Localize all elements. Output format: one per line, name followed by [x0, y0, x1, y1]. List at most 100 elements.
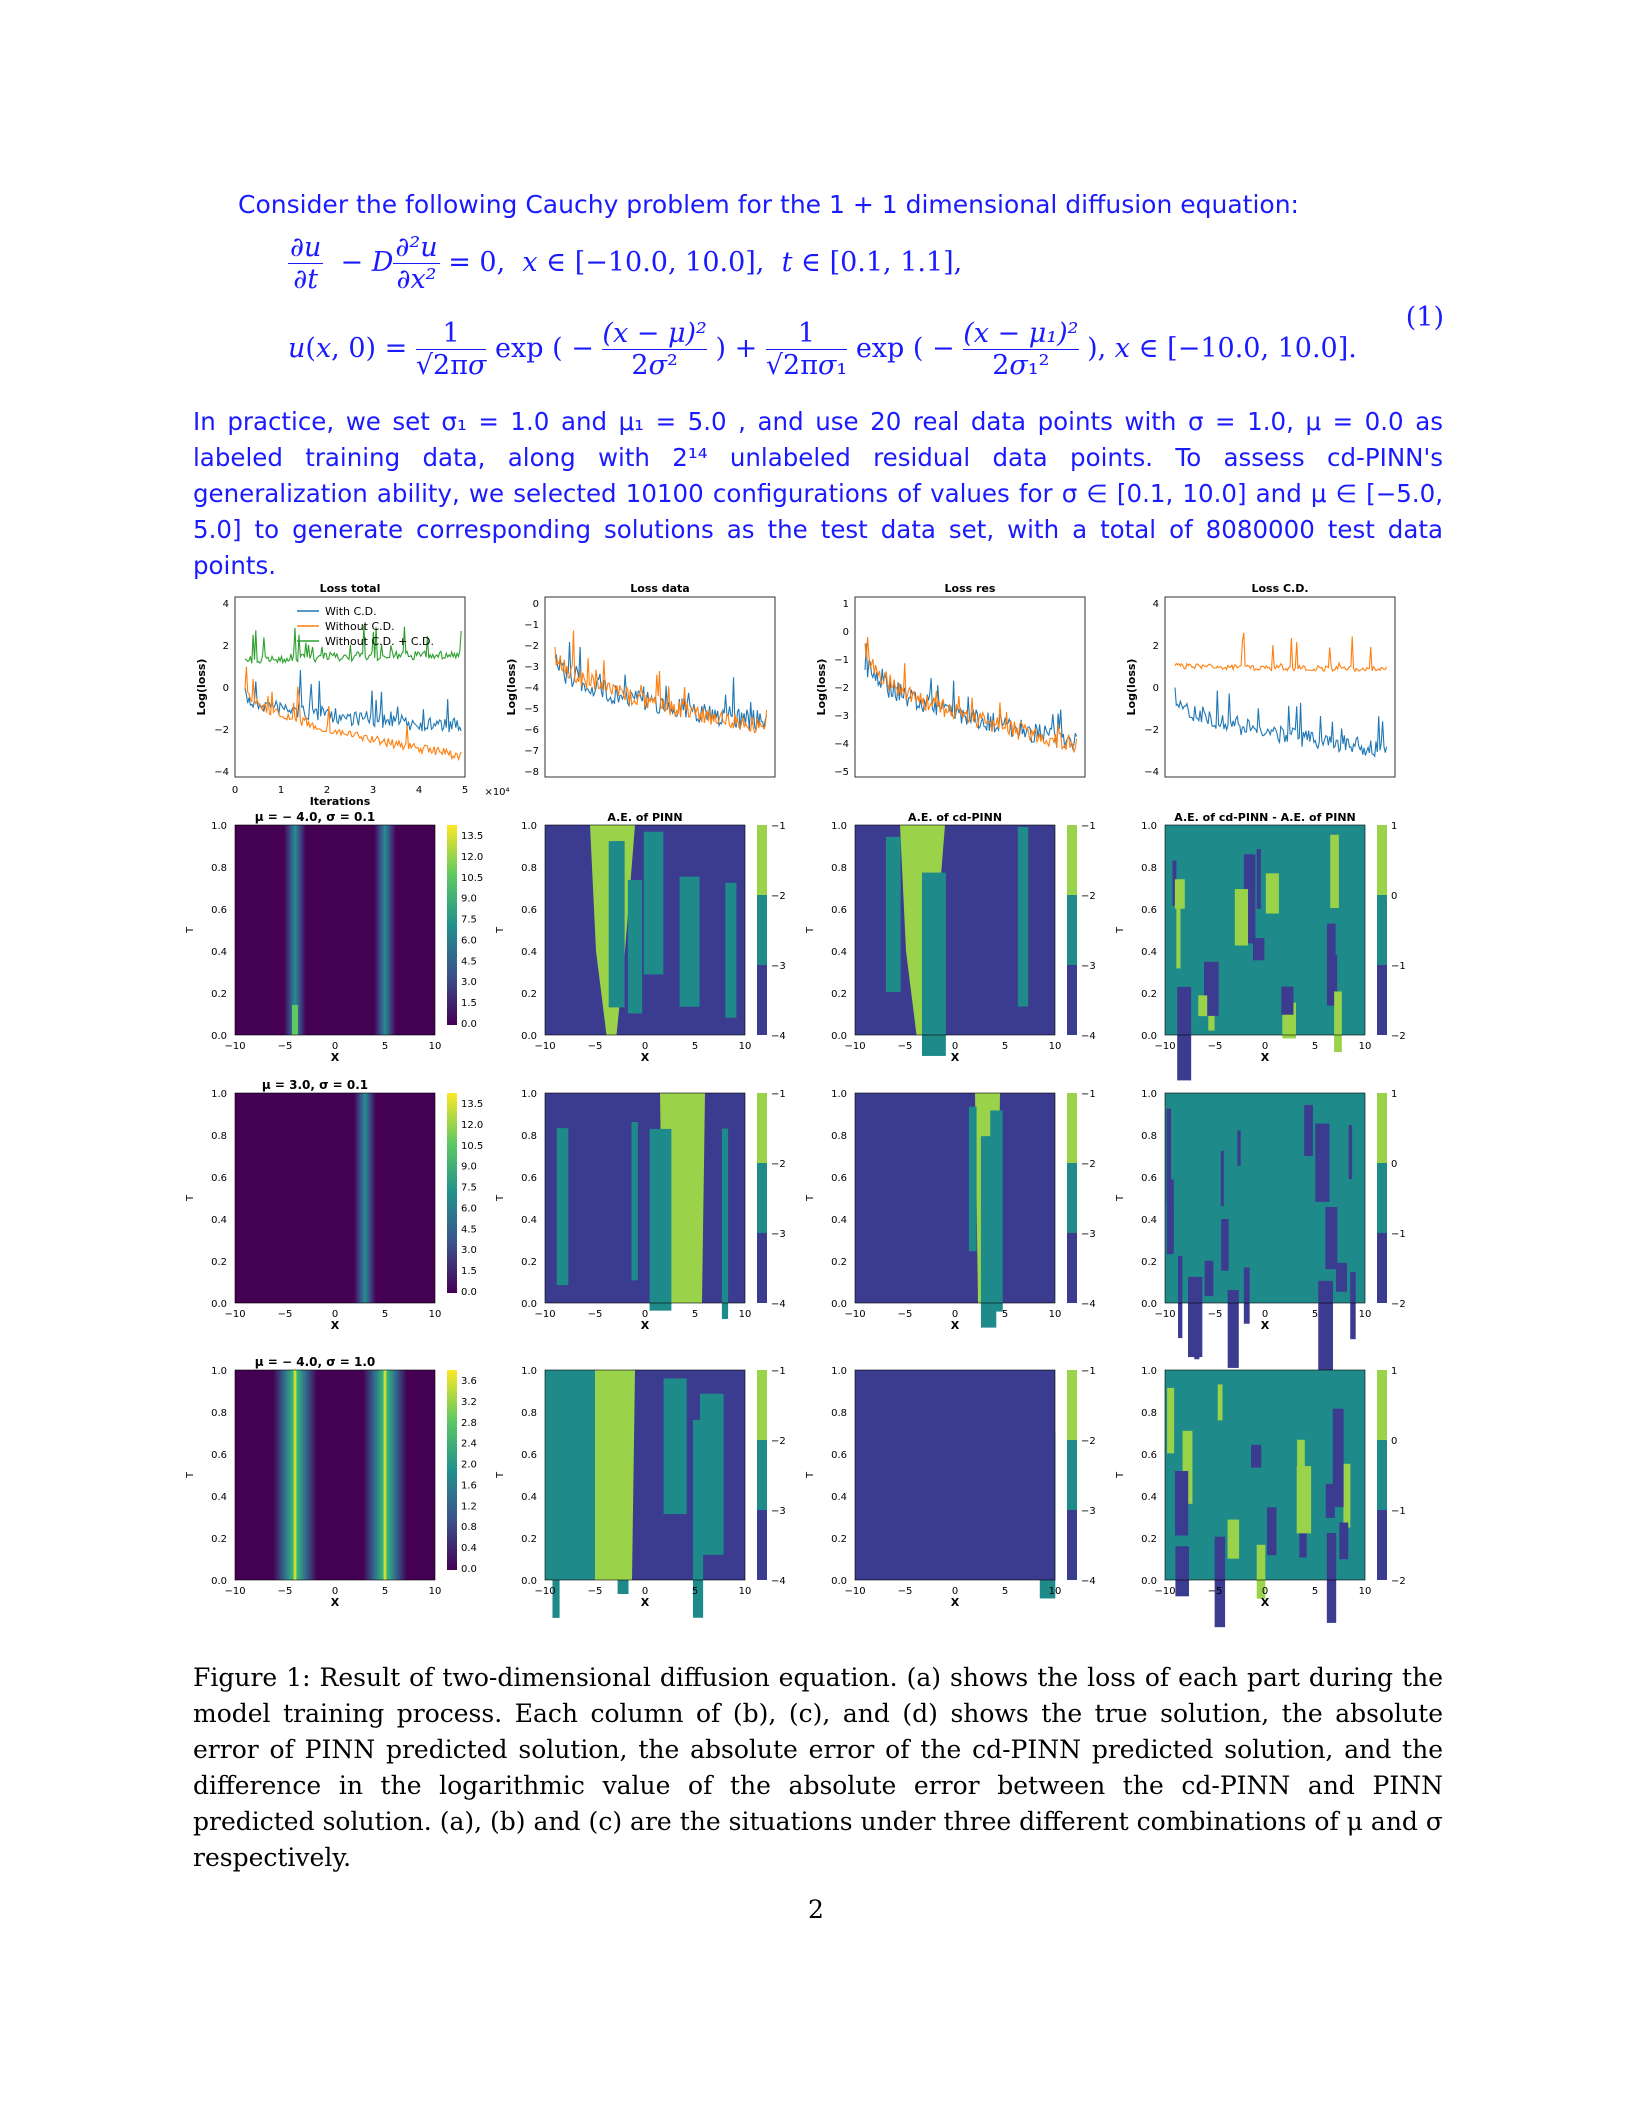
- xtick: 0: [642, 1586, 648, 1597]
- xtick: −10: [534, 1586, 555, 1597]
- loss-xscale: ×10⁴: [484, 787, 509, 798]
- colorbar-segment: [757, 825, 767, 895]
- heatmap-panel-2: A.E. of cd-PINN 1.0 0.8 0.6 0.4 0.2 0.0 T −10 −5 0…: [805, 811, 1096, 1064]
- diff-patch: [1333, 954, 1338, 1002]
- colorbar-tick: 1.5: [461, 998, 477, 1009]
- error-high-region: [595, 1370, 630, 1580]
- diff-patch: [1198, 995, 1208, 1017]
- axis-t-label: T: [185, 1471, 196, 1479]
- xtick: 0: [1262, 1586, 1268, 1597]
- panel-frame: [1164, 824, 1366, 1036]
- colorbar-tick: 0: [1391, 1159, 1397, 1170]
- colorbar-tick: 9.0: [461, 894, 477, 905]
- colorbar-tick: −1: [1081, 1089, 1096, 1100]
- colorbar-tick: 2.0: [461, 1460, 477, 1471]
- row-title: μ = 3.0, σ = 0.1: [262, 1078, 368, 1092]
- xtick: −5: [588, 1041, 603, 1052]
- ytick: 0.4: [211, 1215, 227, 1226]
- diff-patch: [1265, 873, 1279, 914]
- colorbar-tick: −2: [1391, 1299, 1406, 1310]
- ytick: 0.6: [831, 1173, 847, 1184]
- loss-ytick: −3: [834, 711, 849, 722]
- xtick: −10: [844, 1586, 865, 1597]
- ytick: 0.2: [1141, 989, 1157, 1000]
- page-number: 2: [808, 1895, 824, 1924]
- xtick: 0: [332, 1041, 338, 1052]
- colorbar-tick: 2.4: [461, 1439, 477, 1450]
- ytick: 0.6: [211, 905, 227, 916]
- colorbar-tick: −2: [771, 891, 786, 902]
- error-mid-region: [692, 1419, 704, 1618]
- colorbar-segment: [757, 1233, 767, 1303]
- diff-patch: [1281, 986, 1294, 1015]
- ytick: 0.4: [831, 1492, 847, 1503]
- loss-xtick: 4: [416, 785, 422, 796]
- ytick: 0.8: [521, 1408, 537, 1419]
- equation-line-1: ∂u ∂t − D ∂²u ∂x² = 0, x ∈ [−10.0, 10.0]…: [288, 232, 963, 295]
- xtick: −5: [1208, 1586, 1223, 1597]
- diff-patch: [1172, 860, 1177, 906]
- diff-patch: [1350, 1272, 1356, 1340]
- xtick: 5: [1312, 1041, 1318, 1052]
- colorbar-segment: [757, 895, 767, 965]
- colorbar-segment: [1067, 1370, 1077, 1440]
- ytick: 0.6: [1141, 905, 1157, 916]
- diff-patch: [1325, 1483, 1335, 1518]
- panel-frame: [854, 1369, 1056, 1581]
- xtick: −10: [1154, 1309, 1175, 1320]
- loss-ytick: −4: [214, 767, 229, 778]
- ytick: 0.0: [211, 1576, 227, 1587]
- colorbar-tick: 1: [1391, 821, 1397, 832]
- axis-x-label: X: [331, 1596, 340, 1609]
- xtick: 5: [1312, 1586, 1318, 1597]
- ytick: 0.4: [1141, 1215, 1157, 1226]
- ytick: 0.0: [211, 1299, 227, 1310]
- loss-ytick: −4: [524, 683, 539, 694]
- loss-title: Loss C.D.: [1251, 582, 1308, 595]
- diff-patch: [1325, 1207, 1338, 1270]
- ytick: 0.4: [211, 1492, 227, 1503]
- axis-x-label: X: [951, 1596, 960, 1609]
- ytick: 0.8: [211, 1408, 227, 1419]
- xtick: 10: [739, 1041, 752, 1052]
- loss-ytick: −4: [1144, 767, 1159, 778]
- colorbar: 13.5 12.0 10.5 9.0 7.5 6.0 4.5 3.0 1.5 0.0: [447, 825, 483, 1030]
- xtick: −10: [1154, 1041, 1175, 1052]
- colorbar-tick: 0.8: [461, 1522, 477, 1533]
- diff-patch: [1221, 1219, 1229, 1271]
- axis-x-label: X: [951, 1051, 960, 1064]
- colorbar-tick: −4: [1081, 1576, 1096, 1587]
- colorbar: −1 −2 −3 −4: [1067, 821, 1096, 1042]
- colorbar-tick: 7.5: [461, 915, 477, 926]
- axis-t-label: T: [805, 1194, 816, 1202]
- panel-frame: [1164, 1092, 1366, 1304]
- loss-ytick: −2: [524, 641, 539, 652]
- ytick: 0.8: [831, 1131, 847, 1142]
- paragraph-text: In practice, we set σ₁ = 1.0 and μ₁ = 5.…: [193, 407, 1443, 580]
- diff-patch: [1315, 1123, 1330, 1202]
- colorbar: 1 0 −1 −2: [1377, 821, 1406, 1042]
- axis-t-label: T: [185, 926, 196, 934]
- ytick: 0.4: [211, 947, 227, 958]
- colorbar-segment: [1067, 825, 1077, 895]
- loss-series-1: [1174, 632, 1388, 673]
- colorbar-tick: 12.0: [461, 1120, 483, 1131]
- colorbar-tick: 1: [1391, 1089, 1397, 1100]
- xtick: 0: [952, 1309, 958, 1320]
- colorbar-tick: −4: [1081, 1299, 1096, 1310]
- axis-x-label: X: [1261, 1051, 1270, 1064]
- loss-plots-row: Loss total Log(loss) 4 2 0 −2 −4 With C.D. Witho…: [195, 582, 1396, 808]
- loss-ylabel: Log(loss): [815, 659, 828, 716]
- ytick: 0.2: [521, 989, 537, 1000]
- ytick: 0.8: [831, 1408, 847, 1419]
- loss-xlabel: Iterations: [310, 795, 371, 808]
- ytick: 0.6: [831, 905, 847, 916]
- row-title: μ = − 4.0, σ = 1.0: [255, 1355, 375, 1369]
- loss-title: Loss res: [945, 582, 996, 595]
- colorbar-tick: 3.0: [461, 977, 477, 988]
- loss-axes-frame: [1164, 596, 1396, 778]
- ytick: 0.0: [521, 1299, 537, 1310]
- colorbar-tick: −2: [771, 1159, 786, 1170]
- colorbar-tick: 4.5: [461, 1224, 477, 1235]
- xtick: 5: [382, 1041, 388, 1052]
